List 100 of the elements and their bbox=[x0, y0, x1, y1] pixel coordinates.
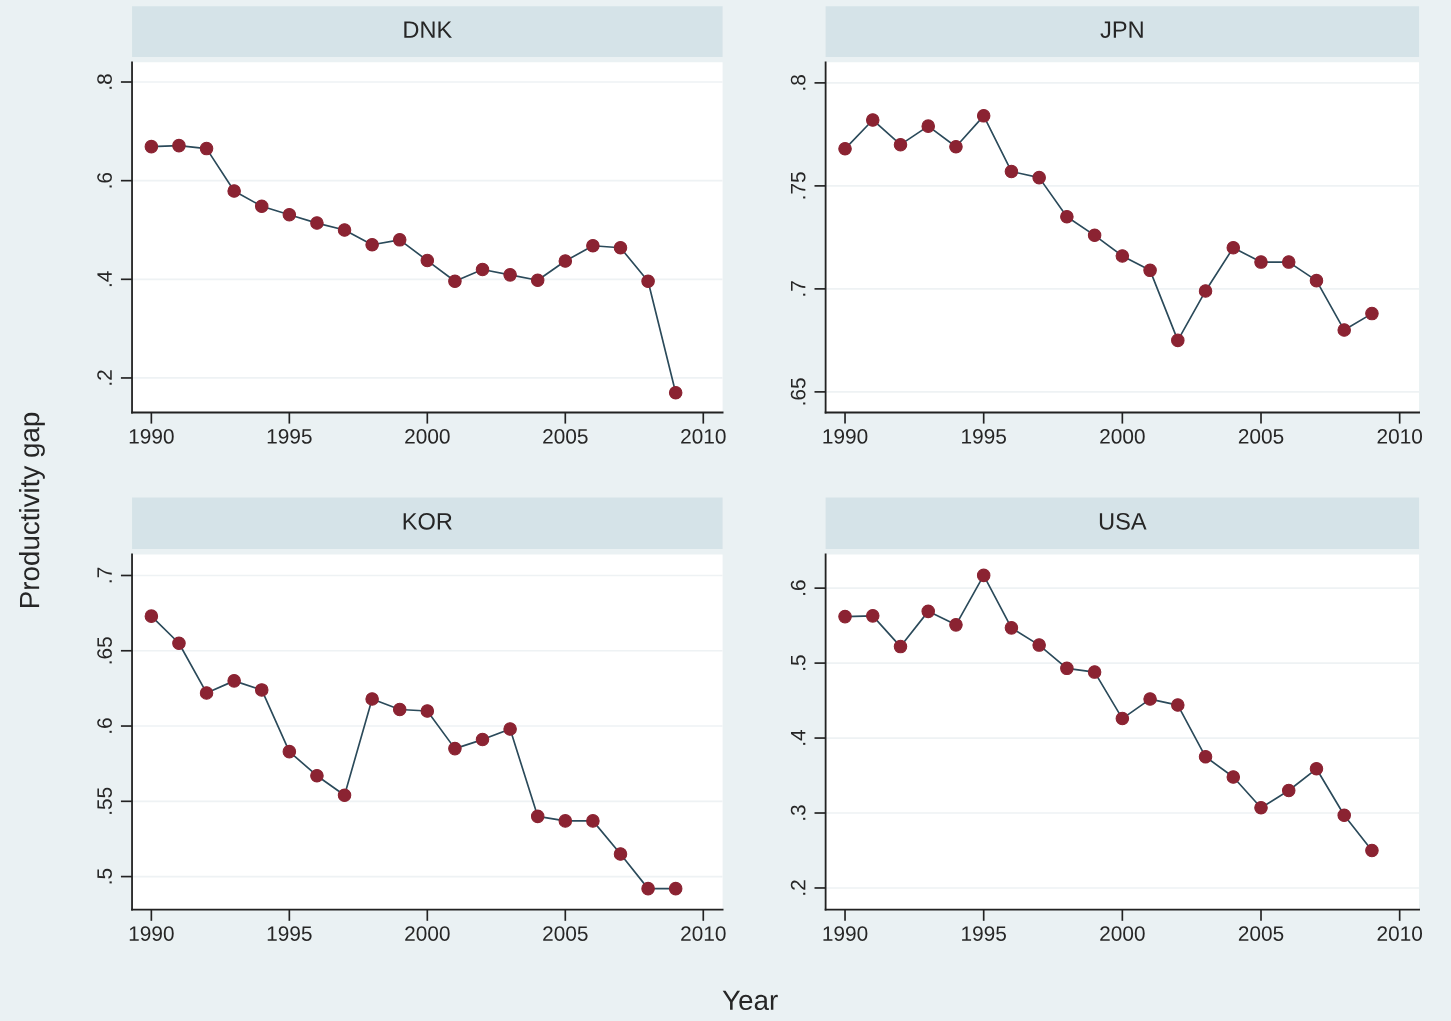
y-tick-label: .6 bbox=[97, 172, 112, 188]
x-tick-label: 1990 bbox=[823, 926, 868, 941]
point bbox=[448, 274, 462, 289]
point bbox=[613, 240, 628, 255]
y-tick-label: .7 bbox=[97, 567, 112, 583]
point bbox=[503, 268, 517, 282]
point bbox=[1171, 698, 1185, 712]
point bbox=[838, 142, 852, 156]
point bbox=[865, 113, 880, 127]
y-tick-label: .7 bbox=[790, 281, 806, 296]
point bbox=[144, 609, 159, 623]
point bbox=[310, 768, 324, 783]
y-tick-label: .8 bbox=[97, 74, 112, 89]
point bbox=[1004, 621, 1019, 635]
point bbox=[310, 216, 324, 230]
y-tick-label: .75 bbox=[790, 172, 806, 199]
x-tick-label: 2005 bbox=[1238, 926, 1284, 941]
point bbox=[893, 137, 908, 152]
y-tick-label: .2 bbox=[97, 370, 112, 385]
point bbox=[1060, 661, 1074, 676]
x-tick-label: 2000 bbox=[405, 429, 450, 444]
point bbox=[254, 683, 269, 697]
y-tick-label: .65 bbox=[97, 637, 112, 664]
x-tick-label: 2010 bbox=[1377, 926, 1423, 941]
x-tick-label: 2010 bbox=[1377, 429, 1423, 444]
point bbox=[530, 809, 545, 824]
x-tick-label: 2000 bbox=[1100, 926, 1145, 941]
point bbox=[392, 233, 407, 247]
point bbox=[1060, 210, 1074, 224]
y-tick-label: .2 bbox=[790, 880, 806, 895]
x-tick-label: 1995 bbox=[962, 429, 1006, 444]
point bbox=[558, 814, 573, 828]
point bbox=[144, 139, 159, 154]
point bbox=[337, 788, 352, 803]
point bbox=[475, 262, 490, 277]
point bbox=[1087, 228, 1102, 243]
point bbox=[1226, 770, 1241, 784]
point bbox=[199, 141, 214, 156]
x-tick-label: 2000 bbox=[1100, 429, 1145, 444]
point bbox=[1254, 255, 1268, 269]
y-tick-label: .4 bbox=[97, 271, 112, 287]
point bbox=[1226, 240, 1241, 255]
x-tick-label: 1995 bbox=[962, 926, 1006, 941]
point bbox=[668, 385, 683, 400]
point bbox=[1087, 665, 1102, 679]
point bbox=[172, 138, 186, 153]
y-tick-label: .6 bbox=[97, 718, 112, 733]
point bbox=[586, 814, 600, 828]
y-tick-label: .65 bbox=[790, 378, 806, 405]
point bbox=[1337, 323, 1351, 337]
point bbox=[1309, 273, 1324, 288]
y-tick-label: .8 bbox=[790, 75, 806, 90]
chart-title: USA bbox=[1099, 512, 1147, 530]
point bbox=[865, 609, 880, 623]
x-tick-label: 2000 bbox=[405, 926, 450, 941]
y-tick-label: .5 bbox=[790, 655, 806, 670]
point bbox=[337, 223, 352, 237]
y-tick-label: .5 bbox=[97, 868, 112, 884]
x-tick-label: 2005 bbox=[543, 926, 588, 941]
y-tick-label: .4 bbox=[790, 729, 806, 745]
point bbox=[448, 741, 462, 756]
point bbox=[976, 109, 991, 123]
point bbox=[1365, 306, 1379, 321]
y-tick-label: .55 bbox=[97, 787, 112, 814]
point bbox=[921, 119, 935, 133]
point bbox=[1281, 783, 1296, 798]
point bbox=[199, 686, 214, 700]
chart-title: KOR bbox=[403, 512, 452, 530]
point bbox=[1004, 164, 1019, 179]
point bbox=[1281, 255, 1296, 269]
y-tick-label: .3 bbox=[790, 805, 806, 820]
point bbox=[365, 692, 379, 706]
point bbox=[1198, 284, 1213, 298]
point bbox=[1143, 692, 1157, 706]
point bbox=[1115, 711, 1130, 726]
point bbox=[949, 139, 963, 154]
point bbox=[1254, 801, 1268, 815]
point bbox=[503, 722, 517, 736]
point bbox=[586, 239, 600, 253]
point bbox=[1365, 843, 1379, 858]
point bbox=[976, 568, 991, 583]
point bbox=[1171, 333, 1185, 348]
point bbox=[227, 184, 241, 198]
point bbox=[282, 744, 297, 759]
point bbox=[668, 881, 683, 896]
x-axis-title: Year bbox=[722, 990, 778, 1011]
point bbox=[1337, 808, 1351, 823]
point bbox=[392, 702, 407, 717]
point bbox=[641, 274, 655, 289]
point bbox=[1115, 249, 1130, 263]
point bbox=[172, 636, 186, 650]
point bbox=[893, 639, 908, 654]
point bbox=[420, 253, 435, 268]
point bbox=[475, 732, 490, 747]
point bbox=[282, 207, 297, 222]
x-tick-label: 1990 bbox=[129, 429, 174, 444]
point bbox=[949, 618, 963, 632]
point bbox=[641, 881, 655, 896]
point bbox=[558, 254, 573, 268]
point bbox=[1032, 170, 1046, 185]
